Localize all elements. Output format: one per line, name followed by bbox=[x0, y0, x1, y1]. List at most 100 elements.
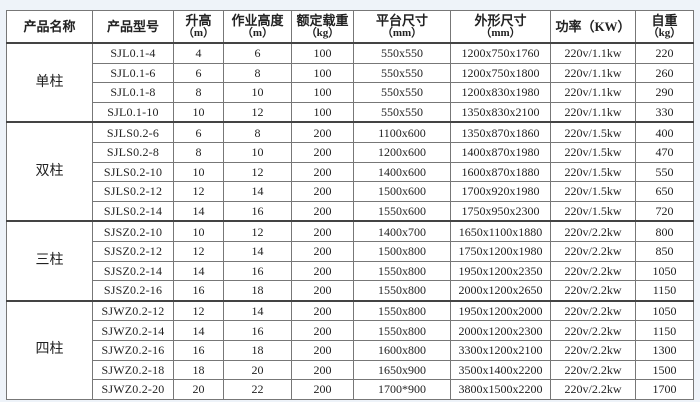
cell-working-height: 12 bbox=[223, 101, 292, 123]
cell-rated-load: 100 bbox=[291, 101, 354, 123]
cell-overall-size: 3300x1200x2100 bbox=[450, 339, 551, 361]
cell-power: 220v/2.2kw bbox=[550, 359, 636, 381]
cell-lift-height: 12 bbox=[173, 240, 224, 262]
cell-working-height: 8 bbox=[223, 62, 292, 84]
cell-rated-load: 200 bbox=[291, 379, 354, 400]
header-lift-height: 升高 （m） bbox=[173, 10, 224, 44]
cell-overall-size: 1200x750x1800 bbox=[450, 62, 551, 84]
cell-working-height: 10 bbox=[223, 141, 292, 163]
cell-lift-height: 10 bbox=[173, 220, 224, 242]
header-unit: （m） bbox=[182, 27, 215, 39]
spec-table: 产品名称 产品型号 升高 （m） 作业高度 （m） 额定载重 （kg） 平台尺寸 （mm） 外形尺寸… bbox=[6, 10, 694, 400]
table-row: SJWZ0.2-16 16 18 200 1600x800 3300x1200x2100 2… bbox=[7, 339, 694, 361]
cell-working-height: 14 bbox=[223, 240, 292, 262]
cell-self-weight: 1500 bbox=[635, 359, 694, 381]
cell-self-weight: 1050 bbox=[635, 260, 694, 282]
header-row: 产品名称 产品型号 升高 （m） 作业高度 （m） 额定载重 （kg） 平台尺寸 （mm） 外形尺寸… bbox=[6, 10, 694, 44]
table-row: SJSZ0.2-14 14 16 200 1550x800 1950x1200x2350 2… bbox=[7, 260, 694, 282]
cell-rated-load: 200 bbox=[291, 200, 354, 222]
cell-rated-load: 200 bbox=[291, 161, 354, 183]
header-label: 产品名称 bbox=[23, 19, 76, 34]
cell-working-height: 12 bbox=[223, 161, 292, 183]
cell-self-weight: 800 bbox=[635, 220, 694, 242]
cell-working-height: 16 bbox=[223, 200, 292, 222]
table-row: SJL0.1-10 10 12 100 550x550 1350x830x2100 220v… bbox=[7, 101, 694, 123]
cell-rated-load: 200 bbox=[291, 141, 354, 163]
header-unit: （mm） bbox=[381, 27, 423, 39]
cell-platform-size: 1700*900 bbox=[353, 379, 451, 400]
cell-overall-size: 1200x750x1760 bbox=[450, 42, 551, 64]
cell-product-model: SJWZ0.2-18 bbox=[92, 359, 174, 381]
cell-platform-size: 550x550 bbox=[353, 62, 451, 84]
header-unit: （kg） bbox=[305, 27, 340, 39]
cell-product-model: SJWZ0.2-20 bbox=[92, 379, 174, 400]
cell-rated-load: 200 bbox=[291, 181, 354, 202]
cell-power: 220v/1.1kw bbox=[550, 101, 636, 123]
header-label: 作业高度 bbox=[231, 13, 284, 28]
cell-platform-size: 1550x800 bbox=[353, 299, 451, 322]
cell-overall-size: 1350x830x2100 bbox=[450, 101, 551, 123]
cell-self-weight: 1700 bbox=[635, 379, 694, 400]
cell-product-model: SJSZ0.2-10 bbox=[92, 220, 174, 242]
cell-product-model: SJLS0.2-12 bbox=[92, 181, 174, 202]
table-row: SJWZ0.2-18 18 20 200 1650x900 3500x1400x2200 2… bbox=[7, 359, 694, 381]
group-name-cell: 单柱 bbox=[6, 42, 93, 123]
cell-product-model: SJLS0.2-8 bbox=[92, 141, 174, 163]
table-row: 四柱 SJWZ0.2-12 12 14 200 1550x800 1950x1200x200… bbox=[6, 299, 694, 400]
cell-overall-size: 1700x920x1980 bbox=[450, 181, 551, 202]
cell-rated-load: 200 bbox=[291, 299, 354, 322]
cell-product-model: SJLS0.2-6 bbox=[92, 121, 174, 143]
cell-power: 220v/2.2kw bbox=[550, 299, 636, 322]
cell-rated-load: 100 bbox=[291, 82, 354, 103]
header-self-weight: 自重 （kg） bbox=[635, 10, 694, 44]
cell-platform-size: 1400x700 bbox=[353, 220, 451, 242]
cell-lift-height: 14 bbox=[173, 260, 224, 282]
table-row: SJWZ0.2-20 20 22 200 1700*900 3800x1500x2200 2… bbox=[7, 379, 694, 400]
table-row: SJLS0.2-10 10 12 200 1400x600 1600x870x1880 22… bbox=[7, 161, 694, 183]
cell-platform-size: 1550x800 bbox=[353, 320, 451, 341]
header-label: 产品型号 bbox=[106, 19, 159, 34]
cell-lift-height: 8 bbox=[173, 82, 224, 103]
cell-overall-size: 1600x870x1880 bbox=[450, 161, 551, 183]
cell-lift-height: 16 bbox=[173, 280, 224, 302]
header-unit: （mm） bbox=[480, 27, 521, 39]
header-label: 额定载重 bbox=[296, 13, 349, 28]
cell-platform-size: 1550x600 bbox=[353, 200, 451, 222]
cell-self-weight: 720 bbox=[635, 200, 694, 222]
cell-lift-height: 8 bbox=[173, 141, 224, 163]
cell-overall-size: 3800x1500x2200 bbox=[450, 379, 551, 400]
header-overall-size: 外形尺寸 （mm） bbox=[450, 10, 551, 44]
cell-platform-size: 1550x800 bbox=[353, 260, 451, 282]
cell-power: 220v/1.5kw bbox=[550, 200, 636, 222]
table-row: SJWZ0.2-14 14 16 200 1550x800 2000x1200x2300 2… bbox=[7, 320, 694, 341]
cell-rated-load: 200 bbox=[291, 220, 354, 242]
header-label: 平台尺寸 bbox=[375, 13, 428, 28]
cell-product-model: SJWZ0.2-16 bbox=[92, 339, 174, 361]
table-row: SJSZ0.2-16 16 18 200 1550x800 2000x1200x2650 2… bbox=[7, 280, 694, 302]
cell-self-weight: 650 bbox=[635, 181, 694, 202]
cell-lift-height: 10 bbox=[173, 101, 224, 123]
cell-power: 220v/2.2kw bbox=[550, 280, 636, 302]
group-name-cell: 三柱 bbox=[6, 220, 93, 302]
header-unit: （m） bbox=[241, 27, 274, 39]
cell-platform-size: 1550x800 bbox=[353, 280, 451, 302]
cell-lift-height: 12 bbox=[173, 181, 224, 202]
cell-platform-size: 550x550 bbox=[353, 82, 451, 103]
header-product-name: 产品名称 bbox=[6, 10, 93, 44]
cell-lift-height: 12 bbox=[173, 299, 224, 322]
cell-platform-size: 1500x600 bbox=[353, 181, 451, 202]
cell-lift-height: 18 bbox=[173, 359, 224, 381]
table-row: SJL0.1-8 8 10 100 550x550 1200x830x1980 220v/1… bbox=[7, 82, 694, 103]
cell-lift-height: 10 bbox=[173, 161, 224, 183]
cell-product-model: SJL0.1-10 bbox=[92, 101, 174, 123]
cell-power: 220v/1.5kw bbox=[550, 121, 636, 143]
table-row: SJL0.1-6 6 8 100 550x550 1200x750x1800 220v/1.… bbox=[7, 62, 694, 84]
table-row: SJLS0.2-8 8 10 200 1200x600 1400x870x1980 220v… bbox=[7, 141, 694, 163]
cell-platform-size: 550x550 bbox=[353, 101, 451, 123]
cell-product-model: SJWZ0.2-14 bbox=[92, 320, 174, 341]
cell-platform-size: 1100x600 bbox=[353, 121, 451, 143]
header-label: 自重 bbox=[651, 13, 678, 28]
header-product-model: 产品型号 bbox=[92, 10, 174, 44]
cell-rated-load: 100 bbox=[291, 62, 354, 84]
cell-power: 220v/1.5kw bbox=[550, 161, 636, 183]
